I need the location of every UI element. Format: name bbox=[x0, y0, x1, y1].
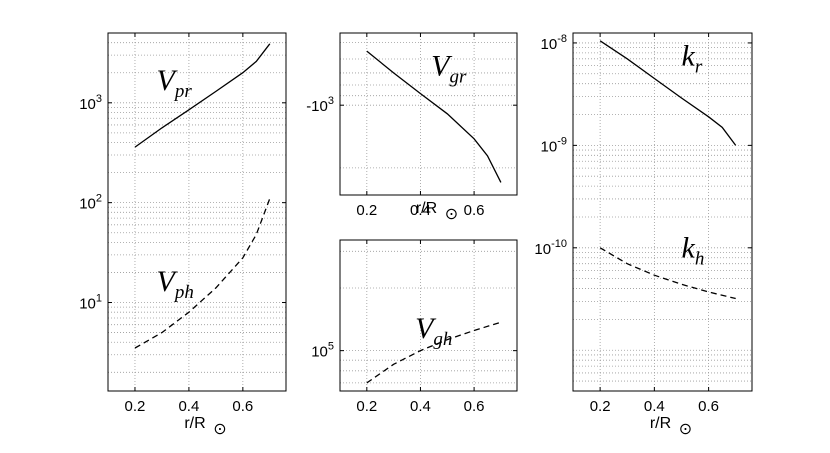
curve-label-v-gr: Vgr bbox=[431, 49, 467, 87]
x-tick-label: 0.2 bbox=[125, 398, 146, 415]
panel-1: 0.2 0.4 0.6 101 102 103 r/R ⊙ Vpr Vph bbox=[79, 32, 287, 438]
series-line-v-gh bbox=[366, 321, 502, 384]
y-tick-label: 10-9 bbox=[541, 135, 567, 155]
x-tick-label: 0.4 bbox=[644, 398, 665, 415]
curve-label-k-r: kr bbox=[681, 40, 702, 78]
curve-label-v-pr: Vpr bbox=[157, 64, 193, 102]
series-line-k-r bbox=[599, 40, 737, 146]
x-tick-label: 0.6 bbox=[464, 398, 485, 415]
x-tick-label: 0.2 bbox=[356, 202, 377, 219]
x-tick-label: 0.4 bbox=[410, 398, 431, 415]
sun-symbol: ⊙ bbox=[213, 421, 226, 438]
x-tick-label: 0.4 bbox=[178, 398, 199, 415]
y-tick-label: 10-8 bbox=[541, 33, 567, 53]
plot-frame bbox=[339, 239, 518, 392]
panel-4: 0.2 0.4 0.6 10-10 10-9 10-8 r/R ⊙ kr kh bbox=[534, 32, 753, 438]
x-tick-label: 0.4 bbox=[410, 202, 431, 219]
y-tick-label: 103 bbox=[79, 93, 102, 113]
series-line-v-pr bbox=[134, 43, 271, 148]
curve-label-v-ph: Vph bbox=[157, 265, 194, 303]
x-tick-label: 0.2 bbox=[356, 398, 377, 415]
sun-symbol: ⊙ bbox=[679, 421, 692, 438]
y-tick-label: 101 bbox=[79, 293, 102, 313]
x-axis-label: r/R bbox=[650, 415, 671, 432]
y-tick-label: -103 bbox=[306, 95, 334, 115]
y-tick-label: 102 bbox=[79, 193, 102, 213]
x-tick-label: 0.6 bbox=[698, 398, 719, 415]
curve-label-v-gh: Vgh bbox=[415, 312, 452, 350]
x-tick-label: 0.2 bbox=[590, 398, 611, 415]
panel-2: 0.2 0.4 0.6 -103 r/R ⊙ Vgr bbox=[306, 32, 518, 223]
y-tick-label: 10-10 bbox=[534, 238, 567, 258]
x-axis-label: r/R bbox=[184, 415, 205, 432]
y-tick-label: 105 bbox=[311, 341, 334, 361]
plot-frame bbox=[339, 32, 518, 196]
plot-frame bbox=[107, 32, 287, 392]
x-axis-label: r/R bbox=[416, 200, 437, 217]
series-line-k-h bbox=[599, 247, 736, 300]
sun-symbol: ⊙ bbox=[445, 206, 458, 223]
x-tick-label: 0.6 bbox=[464, 202, 485, 219]
series-line-v-gr bbox=[366, 50, 502, 183]
plot-frame bbox=[572, 32, 753, 392]
curve-label-k-h: kh bbox=[681, 232, 704, 270]
series-line-v-ph bbox=[134, 198, 271, 349]
panel-3: 0.2 0.4 0.6 105 Vgh bbox=[311, 239, 518, 415]
x-tick-label: 0.6 bbox=[232, 398, 253, 415]
